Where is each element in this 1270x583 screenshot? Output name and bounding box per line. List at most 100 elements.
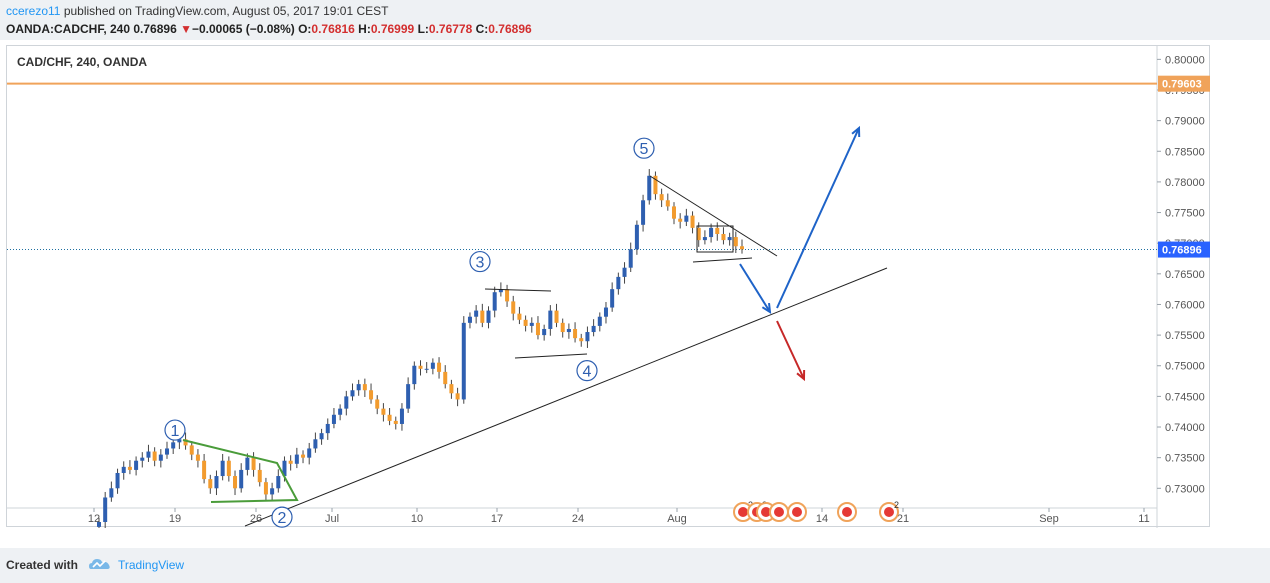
- chart-canvas: 0.800000.795000.790000.785000.780000.775…: [7, 46, 1210, 528]
- candle-body: [511, 301, 516, 314]
- wave-label-circle: [469, 250, 491, 273]
- open-value: 0.76816: [311, 22, 355, 36]
- x-tick-label: Jul: [325, 513, 339, 525]
- triangle-upper: [649, 175, 778, 257]
- candle-body: [313, 439, 318, 449]
- candle-body: [418, 365, 423, 369]
- wave-label-text: 2: [278, 510, 287, 527]
- candle-body: [498, 289, 503, 293]
- candle-body: [709, 227, 714, 238]
- y-tick-label: 0.75500: [1165, 330, 1205, 342]
- x-tick-label: Sep: [1039, 513, 1059, 525]
- ohlc-info: OANDA:CADCHF, 240 0.76896 ▼−0.00065 (−0.…: [6, 22, 532, 36]
- arrow-down-breakdown-head: [796, 369, 806, 382]
- last-price: 0.76896: [133, 22, 177, 36]
- candle-body: [121, 466, 126, 473]
- chart-header: ccerezo11 published on TradingView.com, …: [0, 0, 1270, 40]
- x-tick-label: 17: [491, 513, 503, 525]
- candle-body: [412, 365, 417, 385]
- candle-body: [628, 249, 633, 268]
- chart-svg[interactable]: 0.800000.795000.790000.785000.780000.775…: [7, 46, 1211, 528]
- candle-body: [443, 371, 448, 385]
- close-value: 0.76896: [488, 22, 532, 36]
- candle-body: [214, 476, 219, 489]
- price-label-box: [1158, 75, 1210, 92]
- candle-body: [331, 414, 336, 424]
- candle-body: [294, 454, 299, 464]
- candle-body: [610, 289, 615, 308]
- low-label: L:: [417, 22, 429, 36]
- candle-body: [97, 522, 101, 527]
- candle-body: [369, 390, 374, 400]
- y-tick-label: 0.74000: [1165, 422, 1205, 434]
- candle-body: [171, 442, 176, 449]
- candle-body: [430, 362, 435, 369]
- candle-body: [671, 206, 676, 219]
- candle-body: [319, 433, 324, 440]
- x-tick-label: 11: [1138, 513, 1149, 525]
- candle-body: [177, 439, 182, 443]
- candle-body: [740, 246, 744, 250]
- tradingview-link[interactable]: TradingView: [118, 558, 185, 572]
- candle-body: [603, 307, 608, 317]
- candle-body: [245, 457, 250, 470]
- candle-body: [585, 332, 590, 342]
- candle-body: [566, 328, 571, 333]
- y-tick-label: 0.75000: [1165, 361, 1205, 373]
- candle-body: [158, 454, 163, 461]
- candle-body: [641, 200, 646, 225]
- event-marker-flag-icon: [738, 507, 748, 517]
- candle-body: [702, 237, 707, 241]
- candle-body: [474, 310, 479, 317]
- candle-body: [727, 237, 732, 241]
- triangle-lower: [692, 257, 753, 263]
- author-link[interactable]: ccerezo11: [6, 4, 61, 18]
- candle-body: [492, 292, 497, 311]
- candle-body: [597, 316, 602, 326]
- candle-body: [288, 460, 293, 464]
- event-marker-flag-icon: [774, 507, 784, 517]
- price-label-text: 0.76896: [1162, 245, 1202, 257]
- high-label: H:: [358, 22, 371, 36]
- candle-body: [486, 310, 491, 323]
- candle-body: [183, 439, 188, 446]
- y-tick-label: 0.76000: [1165, 299, 1205, 311]
- candle-body: [690, 215, 695, 228]
- y-tick-label: 0.74500: [1165, 391, 1205, 403]
- candle-body: [579, 338, 584, 342]
- publish-info: ccerezo11 published on TradingView.com, …: [6, 4, 388, 18]
- candle-body: [134, 460, 139, 470]
- chart-area[interactable]: 0.800000.795000.790000.785000.780000.775…: [6, 45, 1211, 528]
- candle-body: [220, 460, 225, 477]
- candle-body: [152, 451, 157, 461]
- low-value: 0.76778: [428, 22, 473, 36]
- candle-body: [461, 322, 466, 400]
- event-marker-flag-icon: [792, 507, 802, 517]
- candle-body: [208, 479, 213, 489]
- y-tick-label: 0.78000: [1165, 177, 1205, 189]
- candle-body: [634, 224, 639, 250]
- candle-body: [437, 362, 442, 372]
- candle-body: [350, 390, 355, 397]
- candle-body: [406, 384, 411, 409]
- chart-footer: Created with TradingView: [0, 548, 1270, 583]
- candle-body: [301, 454, 306, 458]
- candle-body: [505, 289, 510, 302]
- candle-body: [307, 448, 312, 458]
- candle-body: [665, 200, 670, 207]
- arrow-up-target: [776, 127, 860, 309]
- symbol-label: OANDA:CADCHF, 240: [6, 22, 131, 36]
- event-marker-count: 2: [894, 500, 899, 510]
- y-tick-label: 0.73500: [1165, 453, 1205, 465]
- event-marker-flag-icon: [884, 507, 894, 517]
- y-tick-label: 0.80000: [1165, 54, 1205, 66]
- candle-body: [387, 414, 392, 421]
- candle-body: [647, 175, 652, 201]
- high-value: 0.76999: [370, 22, 415, 36]
- candle-body: [721, 233, 726, 241]
- candle-body: [542, 328, 547, 336]
- triangle-lower: [514, 353, 588, 359]
- price-change: −0.00065 (−0.08%): [191, 22, 295, 36]
- created-with-label: Created with: [6, 558, 79, 572]
- wave-label-circle: [576, 360, 598, 382]
